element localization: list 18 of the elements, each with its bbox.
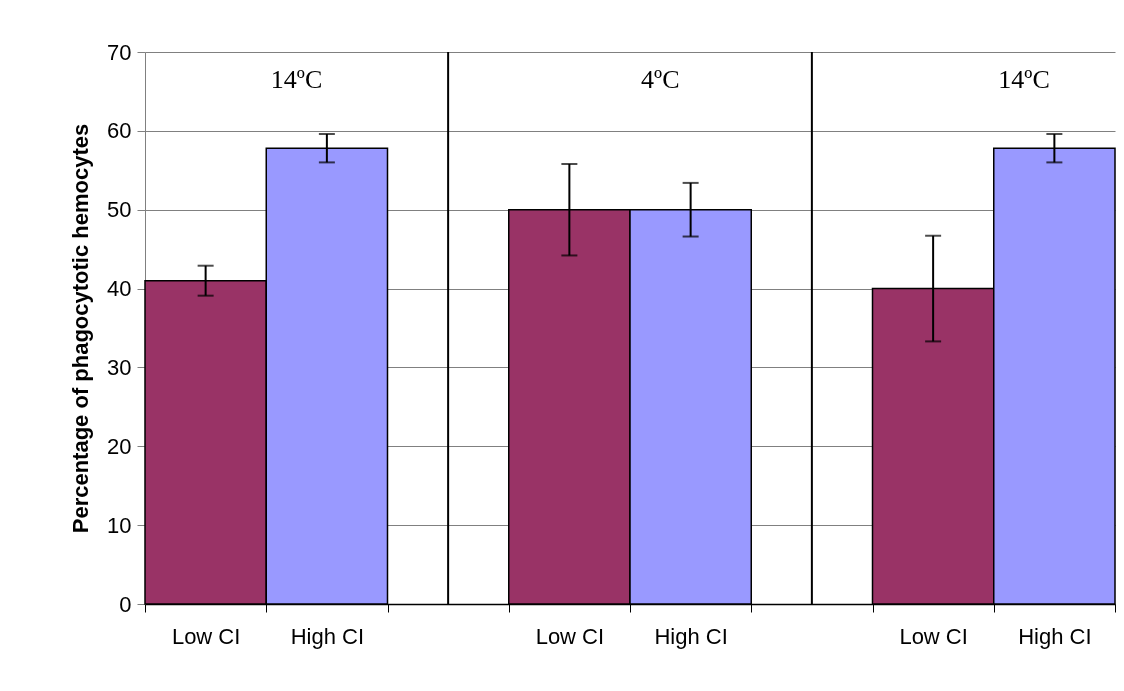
y-tick-label: 70: [107, 39, 132, 65]
y-tick-label: 60: [107, 118, 132, 144]
y-tick-label: 10: [107, 512, 132, 538]
y-axis-title: Percentage of phagocytotic hemocytes: [68, 123, 94, 534]
x-tick-label: Low CI: [171, 623, 241, 649]
x-tick-label: High CI: [290, 623, 365, 649]
y-tick-label: 20: [107, 433, 132, 459]
x-tick-label: Low CI: [899, 623, 968, 649]
annotation: 14ºC: [270, 65, 323, 94]
annotation: 14ºC: [998, 65, 1050, 94]
annotation: 4ºC: [641, 65, 680, 94]
x-tick-label: Low CI: [535, 623, 605, 649]
x-tick-label: High CI: [1018, 623, 1092, 649]
x-tick-label: High CI: [654, 623, 728, 649]
y-tick-label: 0: [119, 591, 132, 617]
y-tick-label: 40: [107, 276, 132, 302]
y-tick-label: 50: [107, 197, 132, 223]
y-tick-label: 30: [107, 354, 132, 380]
